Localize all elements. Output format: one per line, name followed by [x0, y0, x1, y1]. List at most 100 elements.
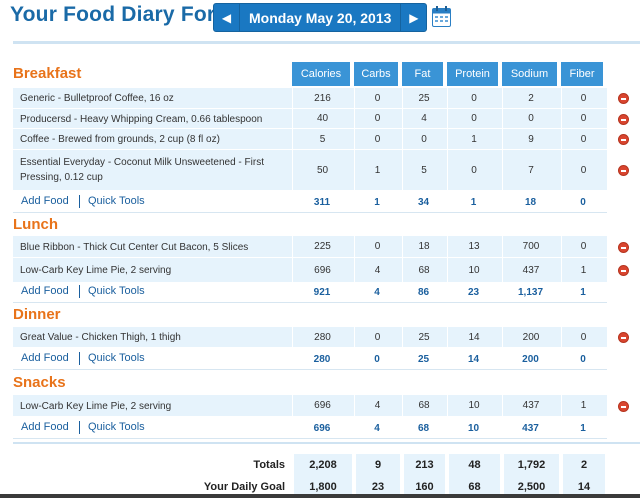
total-sodium: 1,792: [502, 454, 559, 476]
meal-total-carbs: 0: [374, 353, 380, 365]
meal-total-protein: 23: [467, 286, 480, 298]
nutrient-value-fat: 25: [402, 327, 445, 347]
meal-total-fat: 86: [417, 286, 430, 298]
previous-day-button[interactable]: ◀: [213, 3, 240, 32]
goal-sodium: 2,500: [502, 476, 559, 498]
meal-total-sodium: 200: [522, 353, 539, 365]
delete-entry-icon[interactable]: [618, 114, 629, 125]
total-fat: 213: [402, 454, 445, 476]
nutrient-value-fat: 5: [402, 150, 445, 190]
delete-entry-icon[interactable]: [618, 401, 629, 412]
calendar-icon[interactable]: [432, 6, 451, 27]
daily-goal-label: Your Daily Goal: [203, 481, 285, 493]
quick-tools-link[interactable]: Quick Tools: [88, 421, 145, 433]
date-navigator: ◀ Monday May 20, 2013 ▶: [213, 3, 428, 32]
goal-fat: 160: [402, 476, 445, 498]
food-entry-row: Producersd - Heavy Whipping Cream, 0.66 …: [13, 109, 607, 129]
nutrient-value-fiber: 0: [561, 150, 605, 190]
nutrient-value-fat: 25: [402, 88, 445, 108]
nutrient-value-carbs: 0: [354, 129, 400, 149]
nutrient-value-fiber: 0: [561, 327, 605, 347]
food-name[interactable]: Great Value - Chicken Thigh, 1 thigh: [20, 332, 181, 343]
meal-total-fiber: 0: [580, 196, 586, 208]
food-name[interactable]: Essential Everyday - Coconut Milk Unswee…: [20, 157, 264, 183]
column-header-carbs: Carbs: [354, 62, 398, 86]
meal-total-protein: 1: [470, 196, 477, 208]
nutrient-value-protein: 0: [447, 150, 500, 190]
meal-total-protein: 14: [467, 353, 480, 365]
nutrient-value-protein: 10: [447, 395, 500, 416]
nutrient-value-fat: 0: [402, 129, 445, 149]
nutrient-value-protein: 0: [447, 88, 500, 108]
delete-entry-icon[interactable]: [618, 332, 629, 343]
food-name[interactable]: Low-Carb Key Lime Pie, 2 serving: [20, 401, 172, 412]
link-separator: [79, 421, 80, 434]
nutrient-value-carbs: 1: [354, 150, 400, 190]
nutrient-value-carbs: 0: [354, 88, 400, 108]
link-separator: [79, 195, 80, 208]
column-header-fat: Fat: [402, 62, 443, 86]
food-name[interactable]: Producersd - Heavy Whipping Cream, 0.66 …: [20, 114, 263, 125]
food-name[interactable]: Generic - Bulletproof Coffee, 16 oz: [20, 93, 174, 104]
meal-total-protein: 10: [467, 422, 480, 434]
delete-entry-icon[interactable]: [618, 265, 629, 276]
diary-header: Your Food Diary For: ◀ Monday May 20, 20…: [0, 0, 640, 36]
food-name[interactable]: Blue Ribbon - Thick Cut Center Cut Bacon…: [20, 242, 249, 253]
nutrient-value-sodium: 437: [502, 395, 559, 416]
meal-total-calories: 921: [313, 286, 331, 298]
add-food-link[interactable]: Add Food: [21, 352, 69, 364]
delete-entry-icon[interactable]: [618, 134, 629, 145]
nutrient-value-calories: 696: [292, 258, 352, 282]
nutrient-value-fat: 68: [402, 395, 445, 416]
nutrient-value-calories: 216: [292, 88, 352, 108]
nutrient-value-carbs: 0: [354, 236, 400, 257]
meal-summary-row: Add Food Quick Tools 280 0 25 14 200 0: [13, 348, 607, 370]
food-entry-row: Blue Ribbon - Thick Cut Center Cut Bacon…: [13, 236, 607, 258]
nutrient-value-fiber: 0: [561, 88, 605, 108]
food-entry-row: Low-Carb Key Lime Pie, 2 serving 696 4 68 10…: [13, 395, 607, 417]
nutrient-value-carbs: 4: [354, 395, 400, 416]
add-food-link[interactable]: Add Food: [21, 421, 69, 433]
meal-total-sodium: 437: [522, 422, 539, 434]
food-name[interactable]: Coffee - Brewed from grounds, 2 cup (8 f…: [20, 134, 220, 145]
quick-tools-link[interactable]: Quick Tools: [88, 352, 145, 364]
total-protein: 48: [447, 454, 500, 476]
nutrient-value-calories: 50: [292, 150, 352, 190]
add-food-link[interactable]: Add Food: [21, 195, 69, 207]
header-divider: [13, 41, 640, 44]
nutrient-value-fat: 68: [402, 258, 445, 282]
totals-divider: [13, 442, 640, 444]
column-header-sodium: Sodium: [502, 62, 557, 86]
delete-entry-icon[interactable]: [618, 165, 629, 176]
chevron-right-icon: ▶: [409, 10, 419, 25]
nutrient-value-fat: 18: [402, 236, 445, 257]
food-name[interactable]: Low-Carb Key Lime Pie, 2 serving: [20, 265, 172, 276]
nutrient-value-sodium: 0: [502, 109, 559, 128]
chevron-left-icon: ◀: [221, 10, 232, 25]
nutrient-value-carbs: 0: [354, 109, 400, 128]
nutrient-value-sodium: 700: [502, 236, 559, 257]
next-day-button[interactable]: ▶: [400, 3, 428, 32]
nutrient-value-fiber: 1: [561, 395, 605, 416]
goal-calories: 1,800: [292, 476, 352, 498]
quick-tools-link[interactable]: Quick Tools: [88, 195, 145, 207]
meal-summary-row: Add Food Quick Tools 696 4 68 10 437 1: [13, 417, 607, 439]
totals-label: Totals: [253, 459, 285, 471]
current-date: Monday May 20, 2013: [240, 3, 401, 32]
delete-entry-icon[interactable]: [618, 242, 629, 253]
quick-tools-link[interactable]: Quick Tools: [88, 285, 145, 297]
goal-protein: 68: [447, 476, 500, 498]
nutrient-value-protein: 0: [447, 109, 500, 128]
delete-entry-icon[interactable]: [618, 93, 629, 104]
section-title-breakfast: Breakfast: [13, 65, 82, 82]
nutrient-value-calories: 280: [292, 327, 352, 347]
nutrient-value-protein: 14: [447, 327, 500, 347]
section-title-snacks: Snacks: [13, 374, 66, 391]
daily-goal-row: Your Daily Goal 1,800 23 160 68 2,500 14: [13, 476, 607, 498]
nutrient-value-protein: 10: [447, 258, 500, 282]
nutrient-value-carbs: 0: [354, 327, 400, 347]
nutrient-value-calories: 696: [292, 395, 352, 416]
meal-total-calories: 280: [313, 353, 331, 365]
add-food-link[interactable]: Add Food: [21, 285, 69, 297]
section-title-dinner: Dinner: [13, 306, 61, 323]
